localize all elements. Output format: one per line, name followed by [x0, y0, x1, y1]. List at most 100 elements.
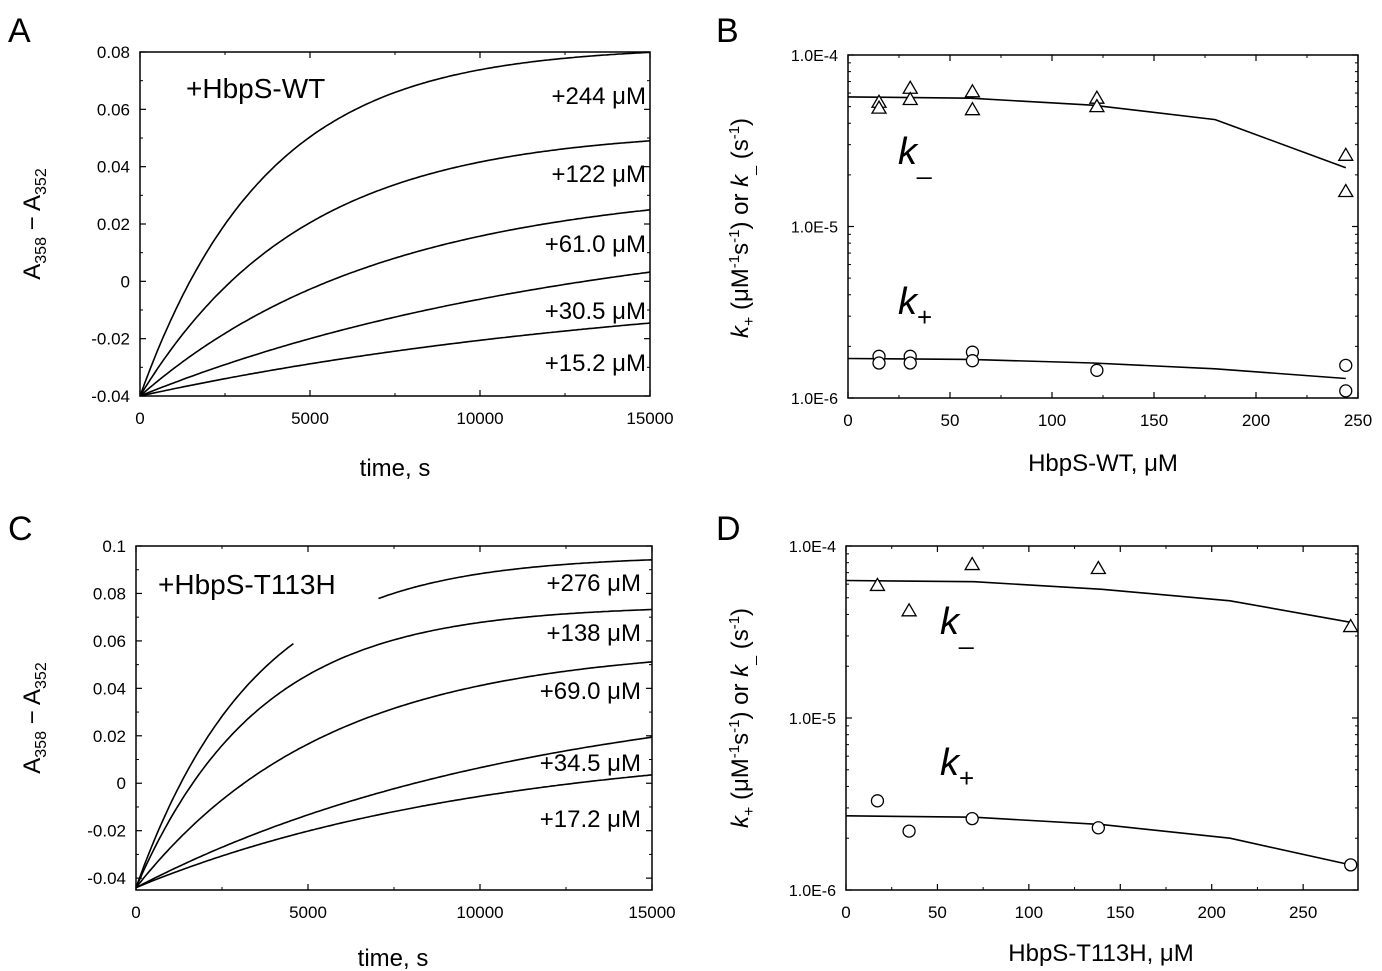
y-tick-label: -0.02 — [91, 330, 130, 349]
plot-frame — [845, 545, 1359, 891]
data-point-triangle — [964, 101, 981, 116]
x-tick-label: 10000 — [456, 903, 503, 922]
y-tick-label: 0.08 — [97, 43, 130, 62]
fit-curve — [847, 357, 1346, 380]
data-point-triangle — [964, 556, 981, 571]
data-point-triangle — [1342, 618, 1359, 633]
y-tick-label: 1.0E-5 — [789, 711, 836, 728]
x-tick-label: 0 — [841, 903, 850, 922]
y-tick-label: -0.04 — [87, 869, 126, 888]
y-tick-label: 0.04 — [93, 679, 126, 698]
y-axis-title: k+ (μM-1s-1) or k_ (s-1) — [726, 608, 758, 828]
x-tick-label: 100 — [1038, 411, 1066, 430]
x-tick-label: 0 — [843, 411, 852, 430]
trace-label: +61.0 μM — [545, 231, 646, 258]
data-point-triangle — [1337, 183, 1354, 198]
k-minus-label: k_ — [898, 131, 932, 180]
data-point-circle — [902, 824, 916, 838]
x-tick-label: 10000 — [456, 409, 503, 428]
x-axis-title: time, s — [358, 945, 429, 971]
panel-d-letter: D — [716, 510, 741, 548]
kinetic-trace — [139, 51, 651, 397]
series-label: +HbpS-T113H — [158, 569, 336, 600]
trace-label: +138 μM — [546, 620, 641, 647]
x-tick-label: 250 — [1289, 903, 1317, 922]
x-tick-label: 15000 — [628, 903, 675, 922]
data-point-circle — [965, 354, 980, 368]
kinetic-trace — [135, 608, 653, 888]
panel-c: C +HbpS-T113H time, s A358 − A352 0 5000 1… — [8, 510, 676, 971]
x-tick-label: 5000 — [289, 903, 327, 922]
y-tick-label: -0.02 — [87, 822, 126, 841]
kinetic-trace — [139, 140, 651, 397]
y-axis-title: k+ (μM-1s-1) or k_ (s-1) — [726, 118, 758, 338]
y-tick-label: 0.06 — [97, 100, 130, 119]
x-tick-label: 15000 — [626, 409, 673, 428]
y-tick-label: 0.02 — [93, 727, 126, 746]
fit-curve — [847, 96, 1347, 169]
panel-b-letter: B — [716, 12, 739, 50]
x-tick-label: 250 — [1344, 411, 1372, 430]
panel-a-letter: A — [8, 12, 31, 50]
kinetic-trace — [139, 322, 651, 397]
y-tick-label: 1.0E-4 — [791, 48, 838, 65]
panel-a: A +HbpS-WT time, s A358 − A352 0 5000 1000… — [8, 12, 674, 482]
y-tick-label: -0.04 — [91, 387, 130, 406]
kinetic-trace — [135, 736, 653, 889]
trace-label: +122 μM — [551, 161, 646, 188]
x-tick-label: 5000 — [291, 409, 329, 428]
data-point-triangle — [1090, 560, 1107, 575]
k-minus-label: k_ — [940, 601, 974, 650]
y-tick-label: 1.0E-5 — [791, 220, 838, 237]
data-point-triangle — [964, 83, 981, 98]
data-point-circle — [965, 811, 979, 826]
y-tick-label: 0 — [121, 272, 130, 291]
trace-label: +69.0 μM — [540, 678, 641, 705]
trace-label: +276 μM — [546, 570, 641, 597]
y-tick-label: 0.02 — [97, 215, 130, 234]
data-point-circle — [872, 356, 886, 370]
y-tick-label: 1.0E-4 — [789, 539, 836, 556]
y-axis-title: A358 − A352 — [19, 168, 50, 280]
x-axis-title: HbpS-WT, μM — [1028, 450, 1178, 477]
x-tick-label: 200 — [1198, 903, 1226, 922]
x-tick-label: 200 — [1242, 411, 1270, 430]
y-tick-label: 0.08 — [93, 584, 126, 603]
data-point-circle — [1090, 363, 1104, 377]
trace-label: +34.5 μM — [540, 750, 641, 777]
y-tick-label: 0.1 — [102, 537, 126, 556]
fit-curve — [845, 579, 1351, 624]
y-axis-title: A358 − A352 — [19, 662, 50, 774]
x-axis-title: time, s — [360, 455, 431, 482]
y-tick-label: 1.0E-6 — [791, 391, 838, 408]
data-point-triangle — [902, 91, 919, 106]
k-plus-label: k+ — [940, 742, 974, 793]
kinetic-trace — [139, 209, 651, 397]
data-point-circle — [903, 356, 917, 370]
trace-label: +17.2 μM — [540, 806, 641, 833]
y-tick-label: 0.06 — [93, 632, 126, 651]
panel-d: D HbpS-T113H, μM k+ (μM-1s-1) or k_ (s-1… — [716, 510, 1359, 967]
y-tick-label: 0 — [117, 774, 126, 793]
y-tick-label: 1.0E-6 — [789, 883, 836, 900]
x-tick-label: 0 — [131, 903, 140, 922]
data-point-triangle — [870, 99, 888, 114]
data-point-circle — [1339, 358, 1353, 373]
data-point-circle — [1339, 384, 1353, 398]
y-tick-label: 0.04 — [97, 158, 130, 177]
x-tick-label: 150 — [1106, 903, 1134, 922]
panel-c-letter: C — [8, 510, 33, 548]
trace-label: +15.2 μM — [545, 350, 646, 377]
panel-b: B HbpS-WT, μM k+ (μM-1s-1) or k_ (s-1) k… — [716, 12, 1372, 477]
data-point-circle — [870, 794, 885, 808]
data-point-circle — [1344, 858, 1358, 872]
data-point-triangle — [869, 577, 886, 592]
kinetic-trace — [135, 559, 653, 888]
series-label: +HbpS-WT — [186, 73, 325, 104]
kinetic-trace — [135, 661, 653, 889]
trace-label: +30.5 μM — [545, 298, 646, 325]
x-tick-label: 50 — [928, 903, 947, 922]
kinetic-trace — [135, 774, 653, 889]
k-plus-label: k+ — [898, 281, 932, 332]
